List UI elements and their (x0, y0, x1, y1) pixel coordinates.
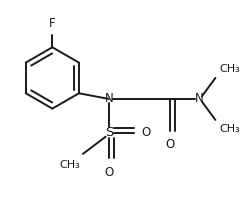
Text: O: O (104, 166, 114, 179)
Text: N: N (195, 92, 204, 106)
Text: O: O (166, 138, 175, 151)
Text: F: F (49, 18, 56, 30)
Text: CH₃: CH₃ (219, 64, 240, 74)
Text: S: S (105, 126, 113, 139)
Text: CH₃: CH₃ (219, 124, 240, 134)
Text: O: O (142, 126, 151, 139)
Text: N: N (104, 92, 113, 106)
Text: CH₃: CH₃ (59, 160, 80, 170)
